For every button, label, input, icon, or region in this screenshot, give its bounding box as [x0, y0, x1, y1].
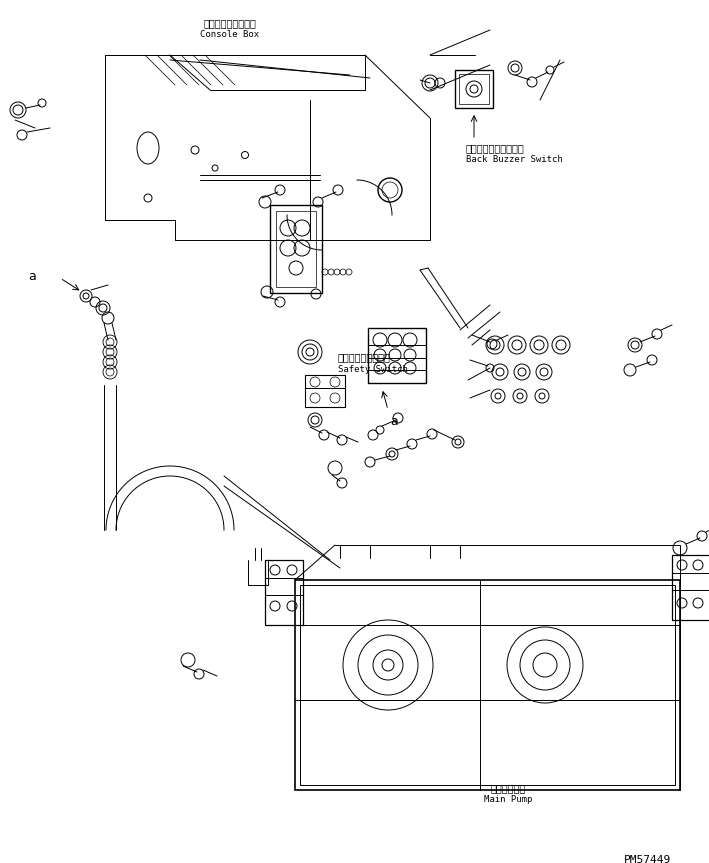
- Text: バックブザースイッチ: バックブザースイッチ: [466, 143, 525, 153]
- Text: Safety Switch: Safety Switch: [338, 365, 408, 374]
- Bar: [265, 560, 303, 625]
- Text: メインポンプ: メインポンプ: [491, 783, 525, 793]
- Bar: [300, 585, 675, 785]
- Text: Main Pump: Main Pump: [484, 795, 532, 804]
- Text: Back Buzzer Switch: Back Buzzer Switch: [466, 155, 563, 164]
- Text: a: a: [390, 415, 398, 428]
- Bar: [459, 74, 489, 104]
- Bar: [276, 211, 316, 287]
- Text: Console Box: Console Box: [201, 30, 259, 39]
- Text: コンソールボックス: コンソールボックス: [203, 18, 257, 28]
- Text: PM57449: PM57449: [624, 855, 671, 863]
- Bar: [295, 580, 680, 790]
- Text: セーフティスイッチ: セーフティスイッチ: [338, 352, 391, 362]
- Bar: [455, 70, 493, 108]
- Bar: [305, 375, 345, 407]
- Bar: [368, 328, 426, 383]
- Bar: [672, 555, 709, 620]
- Text: a: a: [28, 270, 35, 283]
- Bar: [270, 205, 322, 293]
